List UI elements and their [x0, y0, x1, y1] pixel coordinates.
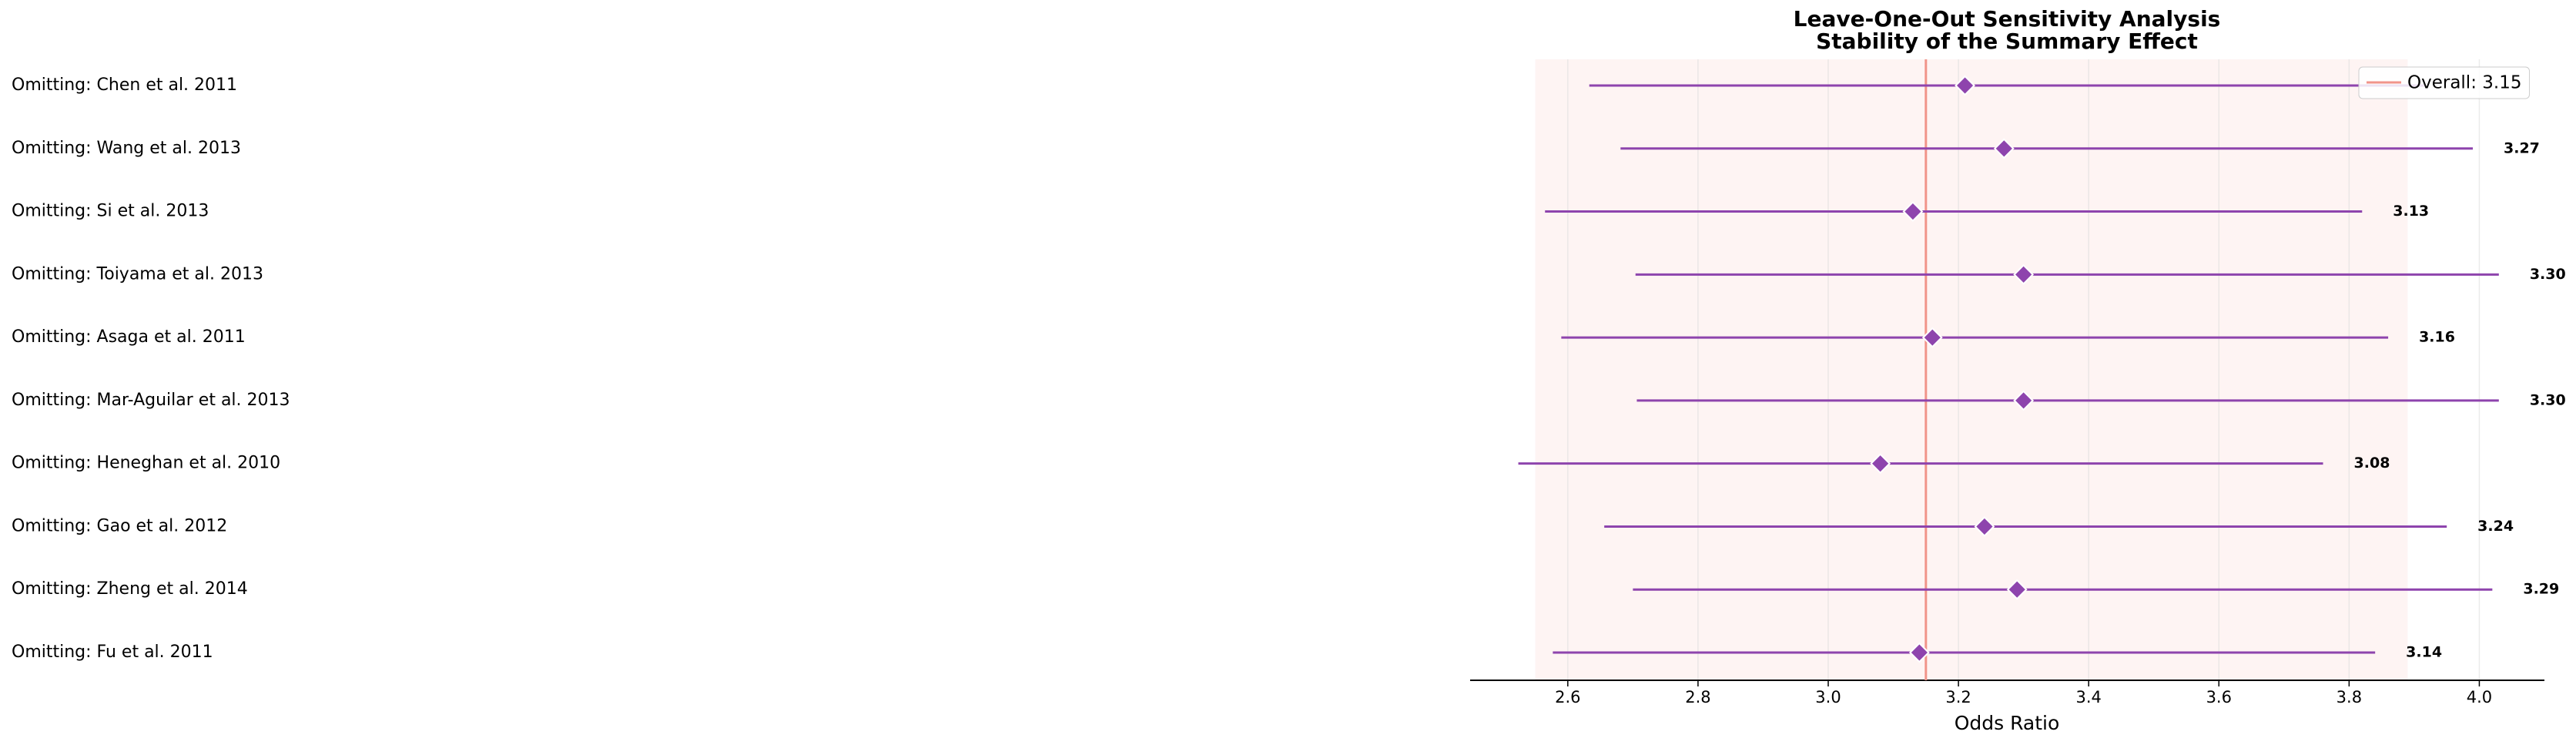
value-label: 3.30 — [2530, 266, 2566, 283]
estimate-marker — [1870, 453, 1891, 475]
row-label: Omitting: Mar-Aguilar et al. 2013 — [12, 391, 290, 410]
legend: Overall: 3.15 — [2358, 66, 2530, 99]
value-label: 3.08 — [2354, 455, 2390, 471]
x-tick-label: 3.2 — [1945, 688, 1971, 706]
chart-subtitle: Stability of the Summary Effect — [1816, 29, 2198, 54]
value-label: 3.30 — [2530, 391, 2566, 408]
row-label: Omitting: Heneghan et al. 2010 — [12, 454, 280, 473]
row-label: Omitting: Wang et al. 2013 — [12, 139, 241, 158]
x-tick-label: 2.6 — [1555, 688, 1580, 706]
row-label: Omitting: Gao et al. 2012 — [12, 516, 227, 535]
row-label: Omitting: Fu et al. 2011 — [12, 643, 213, 662]
value-label: 3.14 — [2406, 644, 2442, 661]
value-label: 3.16 — [2419, 329, 2455, 346]
x-tick-label: 3.0 — [1815, 688, 1841, 706]
value-label: 3.27 — [2504, 139, 2540, 156]
x-tick-label: 3.8 — [2336, 688, 2362, 706]
value-label: 3.24 — [2477, 518, 2514, 535]
x-tick-label: 3.4 — [2075, 688, 2101, 706]
estimate-marker — [2013, 263, 2035, 285]
estimate-marker — [1955, 75, 1975, 96]
x-axis-label: Odds Ratio — [1955, 712, 2060, 734]
value-label: 3.29 — [2523, 581, 2559, 598]
x-tick-label: 4.0 — [2467, 688, 2492, 706]
estimate-marker — [2013, 390, 2035, 411]
row-label: Omitting: Zheng et al. 2014 — [12, 579, 248, 599]
row-label: Omitting: Chen et al. 2011 — [12, 76, 237, 95]
estimate-marker — [1902, 201, 1924, 222]
estimate-marker — [1974, 516, 1995, 537]
estimate-marker — [2006, 579, 2028, 600]
row-label: Omitting: Asaga et al. 2011 — [12, 327, 246, 347]
overall-ci-band — [1535, 59, 2408, 680]
estimate-marker — [1993, 138, 2015, 159]
x-tick-label: 3.6 — [2206, 688, 2232, 706]
legend-box — [2358, 66, 2530, 99]
estimate-marker — [1921, 327, 1943, 348]
x-tick-label: 2.8 — [1685, 688, 1710, 706]
estimate-marker — [1908, 642, 1930, 663]
value-label: 3.13 — [2393, 203, 2429, 220]
row-label: Omitting: Si et al. 2013 — [12, 202, 209, 221]
chart-title: Leave-One-Out Sensitivity Analysis — [1794, 6, 2221, 32]
legend-label: Overall: 3.15 — [2407, 73, 2521, 93]
row-label: Omitting: Toiyama et al. 2013 — [12, 264, 263, 284]
